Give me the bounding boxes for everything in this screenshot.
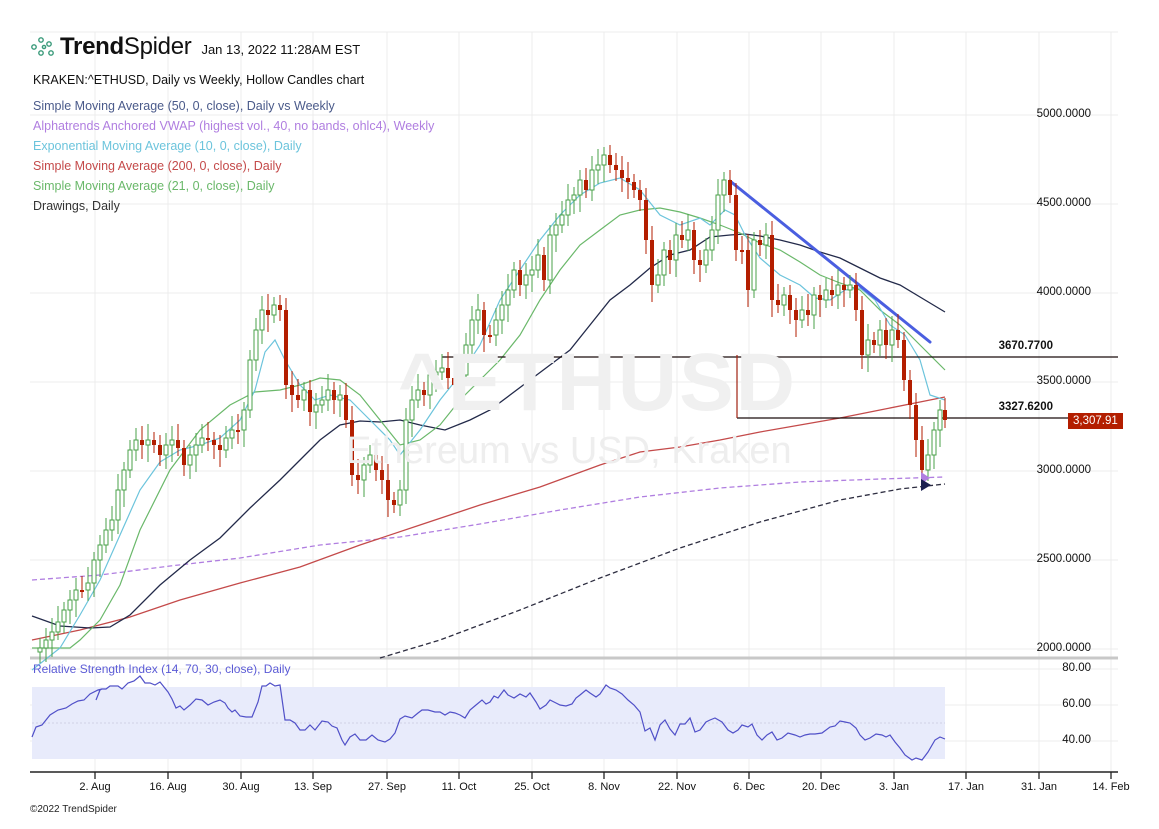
rsi-label-80: 80.00 [1062,662,1091,674]
time-label: 16. Aug [149,781,187,793]
trendspider-logo-icon [31,37,54,56]
watermark-symbol: ^ETHUSD [398,337,798,428]
brand-logo-text: TrendSpider [60,33,192,61]
price-label-4000: 4000.0000 [1036,286,1091,298]
sma50-weekly-marker-icon [921,479,931,491]
time-label: 20. Dec [802,781,840,793]
time-label: 31. Jan [1020,781,1058,793]
price-label-2500: 2500.0000 [1036,553,1091,565]
rsi-line [31,675,946,761]
brand-bold: Trend [60,33,124,60]
time-label: 22. Nov [658,781,696,793]
sma50-line [31,233,946,629]
brand-light: Spider [123,33,192,60]
time-label: 2. Aug [79,781,111,793]
price-label-3000: 3000.0000 [1036,464,1091,476]
sma21-line [32,207,946,649]
rsi-label-60: 60.00 [1062,698,1091,710]
time-axis-ticks [94,772,1112,779]
time-label: 13. Sep [294,781,332,793]
price-label-2000: 2000.0000 [1036,642,1091,654]
level-label-3670: 3670.7700 [998,340,1053,352]
time-label: 17. Jan [947,781,985,793]
vwap-line [31,476,946,581]
legend-item-vwap[interactable]: Alphatrends Anchored VWAP (highest vol.,… [33,119,435,133]
sma200-line [31,396,946,641]
copyright: ©2022 TrendSpider [30,804,117,815]
chart-title[interactable]: KRAKEN:^ETHUSD, Daily vs Weekly, Hollow … [33,73,365,87]
chart-legend: KRAKEN:^ETHUSD, Daily vs Weekly, Hollow … [33,70,434,216]
price-label-5000: 5000.0000 [1036,108,1091,120]
legend-item-drawings[interactable]: Drawings, Daily [33,199,120,213]
time-label: 27. Sep [368,781,406,793]
watermark-description: Ethereum vs USD, Kraken [346,430,792,472]
legend-item-sma200[interactable]: Simple Moving Average (200, 0, close), D… [33,159,282,173]
rsi-title[interactable]: Relative Strength Index (14, 70, 30, clo… [33,662,291,676]
candlestick-series [37,145,947,663]
legend-item-sma50[interactable]: Simple Moving Average (50, 0, close), Da… [33,99,335,113]
time-label: 30. Aug [222,781,260,793]
price-label-3500: 3500.0000 [1036,375,1091,387]
time-label: 3. Jan [879,781,909,793]
time-label: 6. Dec [733,781,765,793]
rsi-label-40: 40.00 [1062,734,1091,746]
level-label-3327: 3327.6200 [998,401,1053,413]
time-label: 14. Feb [1092,781,1130,793]
ema10-line [31,177,946,671]
legend-item-ema10[interactable]: Exponential Moving Average (10, 0, close… [33,139,302,153]
chart-timestamp: Jan 13, 2022 11:28AM EST [201,41,361,57]
time-label: 25. Oct [514,781,550,793]
chart-header: TrendSpider Jan 13, 2022 11:28AM EST [30,33,360,61]
last-price-badge: 3,307.91 [1068,413,1123,429]
downtrend-line[interactable] [728,179,932,344]
legend-item-sma21[interactable]: Simple Moving Average (21, 0, close), Da… [33,179,275,193]
time-label: 8. Nov [588,781,620,793]
weekly-sma50-line [379,483,946,659]
time-label: 11. Oct [441,781,477,793]
price-label-4500: 4500.0000 [1036,197,1091,209]
